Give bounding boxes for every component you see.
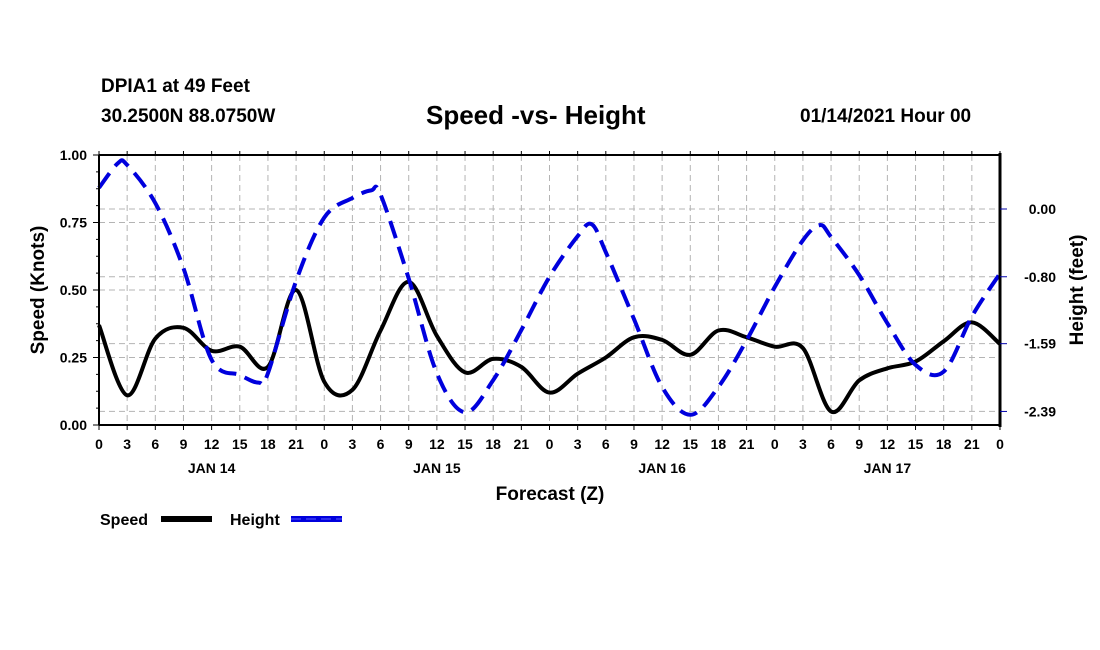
y2-tick-label: -1.59 [1024,336,1056,352]
legend-height-label: Height [230,512,280,529]
y2-tick-label: -0.80 [1024,269,1056,285]
y-tick-label: 0.50 [60,282,87,298]
x-tick-label: 0 [320,436,328,452]
x-tick-label: 15 [457,436,473,452]
x-tick-label: 0 [95,436,103,452]
x-tick-label: 12 [654,436,670,452]
axis-labels: 0 3 6 9 12 15 18 21 0 3 6 9 12 15 18 21 0 3 6 9 12 15 18 21 0 3 6 9… [60,147,1056,476]
x-tick-label: 21 [739,436,755,452]
x-tick-label: 0 [771,436,779,452]
series-line-speed [97,279,1002,415]
x-tick-label: 21 [514,436,530,452]
x-axis-title: Forecast (Z) [496,484,605,505]
legend-height-swatch-bg [291,516,342,522]
station-coordinates: 30.2500N 88.0750W [101,106,276,127]
legend-speed-label: Speed [100,512,148,529]
x-tick-label: 0 [546,436,554,452]
x-tick-label: 6 [151,436,159,452]
x-tick-label: 18 [485,436,501,452]
y-axis-title: Speed (Knots) [28,226,49,355]
x-tick-label: 21 [288,436,304,452]
series-layer [97,158,1002,417]
y-tick-label: 0.00 [60,417,87,433]
x-tick-label: 0 [996,436,1004,452]
x-tick-label: 6 [602,436,610,452]
x-tick-label: 18 [711,436,727,452]
series-line-height [97,158,1002,417]
y2-axis-title: Height (feet) [1067,235,1088,346]
grid-lines [99,155,1000,425]
x-tick-label: 15 [232,436,248,452]
x-tick-label: 9 [855,436,863,452]
forecast-datetime: 01/14/2021 Hour 00 [800,106,972,127]
x-day-label: JAN 15 [413,460,461,476]
x-tick-label: 21 [964,436,980,452]
x-tick-label: 3 [349,436,357,452]
x-tick-label: 15 [908,436,924,452]
chart-title: Speed -vs- Height [426,100,646,130]
x-tick-label: 3 [574,436,582,452]
x-tick-label: 9 [180,436,188,452]
x-tick-label: 12 [429,436,445,452]
legend: Speed Height [100,512,342,529]
x-tick-label: 6 [827,436,835,452]
y2-tick-label: 0.00 [1029,201,1056,217]
axes [93,151,1007,430]
x-tick-label: 6 [377,436,385,452]
y2-tick-label: -2.39 [1024,403,1056,419]
station-label: DPIA1 at 49 Feet [101,76,250,97]
x-tick-label: 18 [260,436,276,452]
y-tick-label: 0.25 [60,350,87,366]
x-tick-label: 15 [682,436,698,452]
x-tick-label: 18 [936,436,952,452]
x-day-label: JAN 16 [638,460,686,476]
x-day-label: JAN 14 [188,460,236,476]
x-tick-label: 3 [123,436,131,452]
x-tick-label: 12 [880,436,896,452]
x-tick-label: 9 [630,436,638,452]
x-tick-label: 9 [405,436,413,452]
y-tick-label: 0.75 [60,215,87,231]
legend-speed-swatch [161,516,212,522]
x-day-label: JAN 17 [864,460,912,476]
x-tick-label: 12 [204,436,220,452]
y-tick-label: 1.00 [60,147,87,163]
x-tick-label: 3 [799,436,807,452]
